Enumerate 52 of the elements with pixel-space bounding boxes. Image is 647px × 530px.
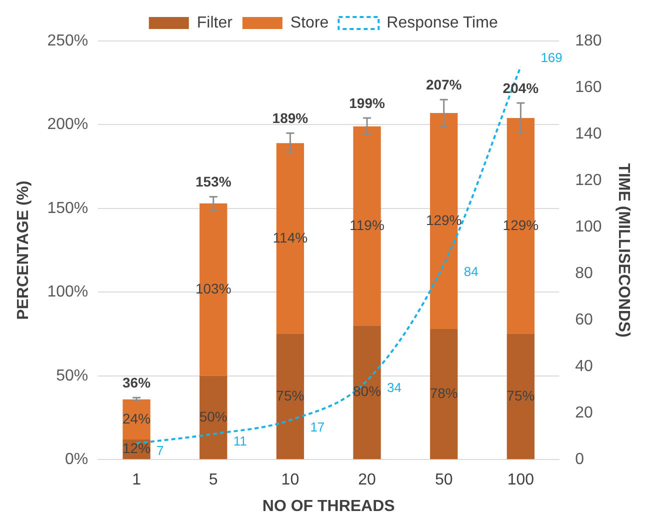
data-label: 75% [506,387,535,404]
bar [276,334,304,460]
total-label: 207% [426,76,462,92]
data-label: 11 [233,434,247,449]
y2-tick-label: 20 [575,404,594,422]
y2-tick-label: 180 [575,32,602,50]
y2-tick-label: 80 [575,264,594,282]
y2-tick-label: 0 [575,451,584,468]
y2-tick-label: 60 [575,311,594,328]
data-label: 34 [387,380,402,396]
total-label: 204% [502,80,540,96]
x-tick-label: 50 [434,472,453,489]
data-label: 169 [540,50,562,66]
y-tick-label: 250% [47,32,88,50]
legend-label: Response Time [386,14,498,32]
y2-axis-title: TIME (MILLISECONDS) [614,163,632,338]
total-label: 36% [122,374,152,391]
x-tick-label: 10 [281,472,300,489]
y2-tick-label: 100 [575,218,602,236]
x-tick-label: 5 [208,472,218,489]
bar [353,326,381,460]
data-label: 80% [353,383,382,400]
bar [200,376,228,460]
y-tick-label: 0% [64,451,88,468]
y2-tick-label: 160 [575,78,602,96]
y-tick-label: 50% [56,367,88,384]
y2-tick-label: 120 [575,172,602,189]
data-label: 7 [156,442,164,458]
y-tick-label: 150% [47,200,88,217]
x-tick-label: 20 [358,472,376,489]
total-label: 189% [272,110,309,126]
total-label: 199% [349,94,386,111]
legend-label: Store [290,14,329,32]
data-label: 17 [310,420,325,435]
data-label: 84 [464,264,478,279]
x-tick-label: 100 [507,472,534,489]
y2-tick-label: 140 [575,125,602,142]
bar [506,334,535,460]
total-label: 153% [195,174,232,190]
x-axis-title: NO OF THREADS [262,498,396,515]
data-label: 12% [122,440,151,456]
data-label: 78% [430,384,458,401]
y-axis-title: PERCENTAGE (%) [15,180,32,320]
x-tick-label: 1 [132,472,142,489]
data-label: 75% [276,387,304,404]
bar [430,328,458,460]
data-label: 24% [122,410,151,426]
y-tick-label: 200% [47,116,88,134]
legend-label: Filter [196,14,234,32]
data-label: 50% [199,408,228,424]
y-tick-label: 100% [47,284,88,301]
y2-tick-label: 40 [575,358,594,375]
